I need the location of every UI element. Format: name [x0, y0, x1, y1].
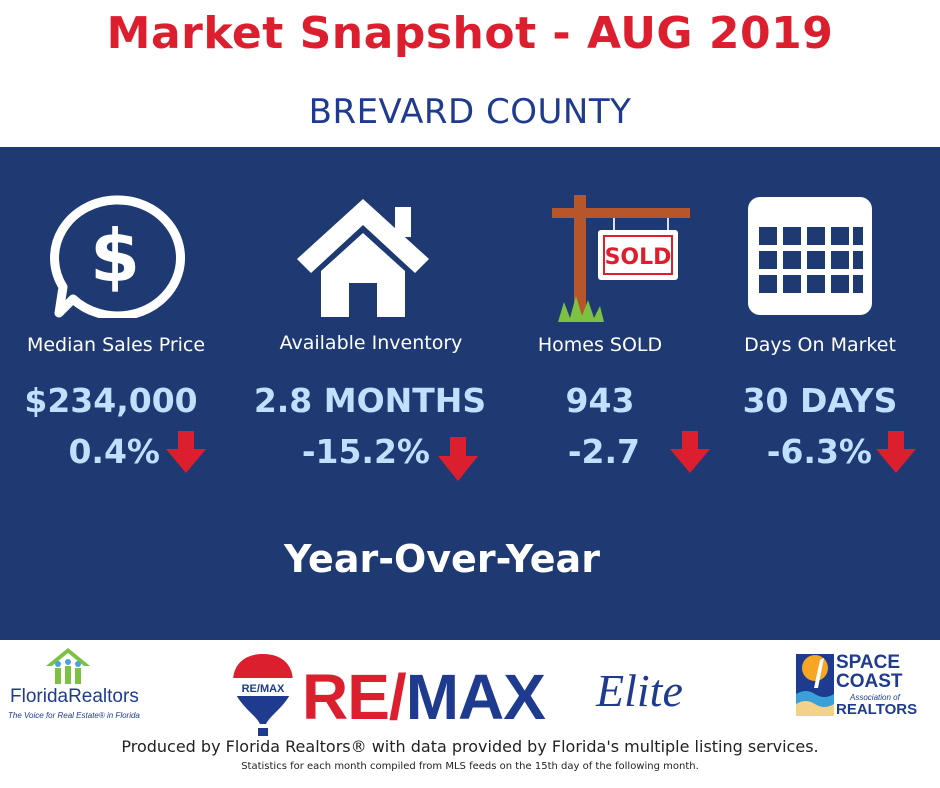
florida-realtors-name: FloridaRealtors [10, 686, 139, 707]
median-sales-price-label: Median Sales Price [26, 334, 206, 356]
sold-sign-text: SOLD [605, 245, 672, 270]
homes-sold-value: 943 [565, 381, 635, 420]
days-on-market-value: 30 DAYS [742, 381, 898, 420]
remax-balloon-icon: RE/MAX [233, 654, 293, 736]
page-title: Market Snapshot - AUG 2019 [106, 8, 834, 59]
svg-text:$: $ [90, 214, 140, 298]
space-coast-line1: SPACE [836, 652, 901, 673]
remax-balloon-text: RE/MAX [242, 683, 285, 695]
year-over-year-label: Year-Over-Year [284, 537, 600, 581]
space-coast-line3: Association of [850, 693, 900, 702]
remax-wordmark-re: RE [302, 661, 390, 733]
produced-by-note: Produced by Florida Realtors® with data … [121, 737, 819, 756]
down-arrow-icon [438, 437, 478, 481]
median-sales-price-change: 0.4% [68, 432, 160, 471]
statistics-note: Statistics for each month compiled from … [241, 761, 699, 772]
homes-sold-change: -2.7 [567, 432, 640, 471]
available-inventory-value: 2.8 MONTHS [253, 381, 487, 420]
down-arrow-icon [876, 431, 916, 473]
space-coast-line2: COAST [836, 671, 903, 692]
available-inventory-label: Available Inventory [279, 332, 463, 354]
florida-realtors-tagline: The Voice for Real Estate® in Florida [8, 711, 140, 720]
dollar-speech-bubble-icon: $ [50, 195, 185, 318]
remax-wordmark-max: MAX [405, 661, 546, 733]
median-sales-price-value: $234,000 [24, 381, 198, 420]
available-inventory-change: -15.2% [301, 432, 430, 471]
house-icon [297, 199, 429, 317]
days-on-market-change: -6.3% [766, 432, 872, 471]
county-subtitle: BREVARD COUNTY [308, 92, 632, 132]
florida-realtors-logo-icon [46, 648, 90, 684]
days-on-market-label: Days On Market [744, 334, 896, 356]
sold-sign-icon: SOLD [552, 195, 690, 322]
down-arrow-icon [670, 431, 710, 473]
down-arrow-icon [166, 431, 206, 473]
calendar-icon [748, 197, 872, 315]
homes-sold-label: Homes SOLD [537, 334, 663, 356]
remax-wordmark-slash: / [388, 661, 407, 733]
remax-wordmark: RE/MAX [302, 660, 546, 734]
space-coast-line4: REALTORS [836, 701, 918, 718]
remax-elite-text: Elite [596, 665, 683, 716]
space-coast-logo-icon [796, 654, 834, 716]
